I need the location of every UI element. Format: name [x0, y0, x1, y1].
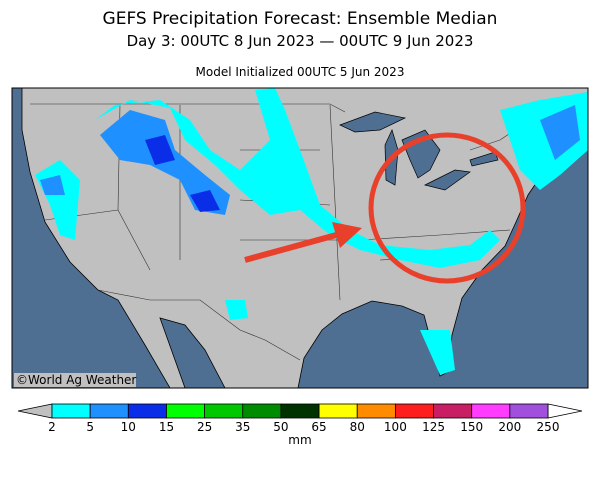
colorbar-label: 80 — [350, 420, 365, 434]
colorbar-bin — [318, 403, 358, 419]
credit: ©World Ag Weather — [16, 373, 136, 387]
colorbar-label: 5 — [86, 420, 94, 434]
colorbar-label: 250 — [537, 420, 560, 434]
colorbar-label: 15 — [159, 420, 174, 434]
colorbar-bin — [433, 403, 473, 419]
map-frame — [11, 87, 589, 389]
colorbar-label: 25 — [197, 420, 212, 434]
colorbar-bin — [280, 403, 320, 419]
colorbar-bin — [51, 403, 91, 419]
colorbar-bin — [127, 403, 167, 419]
colorbar-bin — [394, 403, 434, 419]
colorbar-label: 100 — [384, 420, 407, 434]
colorbar-bin — [242, 403, 282, 419]
colorbar-bin — [89, 403, 129, 419]
title: GEFS Precipitation Forecast: Ensemble Me… — [103, 9, 498, 29]
colorbar-bin — [509, 403, 549, 419]
init-line: Model Initialized 00UTC 5 Jun 2023 — [196, 65, 405, 79]
colorbar-bin — [356, 403, 396, 419]
precip-areas — [35, 88, 588, 375]
colorbar-label: 150 — [460, 420, 483, 434]
colorbar-label: 125 — [422, 420, 445, 434]
colorbar-label: 2 — [48, 420, 56, 434]
colorbar-bin — [166, 403, 206, 419]
colorbar-label: 200 — [498, 420, 521, 434]
colorbar-bin — [471, 403, 511, 419]
colorbar-above — [547, 403, 583, 419]
unit: mm — [288, 433, 311, 447]
credit-bg — [14, 373, 136, 387]
colorbar-below — [17, 403, 53, 419]
colorbar-label: 10 — [121, 420, 136, 434]
colorbar-bin — [204, 403, 244, 419]
arrow — [244, 222, 362, 263]
great-lakes — [339, 111, 499, 191]
subtitle: Day 3: 00UTC 8 Jun 2023 — 00UTC 9 Jun 20… — [127, 32, 474, 50]
highlight-circle — [368, 132, 526, 284]
colorbar-label: 65 — [311, 420, 326, 434]
colorbar: 2 5 10 15 25 35 50 65 80 100 125 150 200 250 — [17, 403, 583, 434]
colorbar-label: 50 — [273, 420, 288, 434]
colorbar-label: 35 — [235, 420, 250, 434]
map: ©World Ag Weather — [11, 87, 589, 389]
